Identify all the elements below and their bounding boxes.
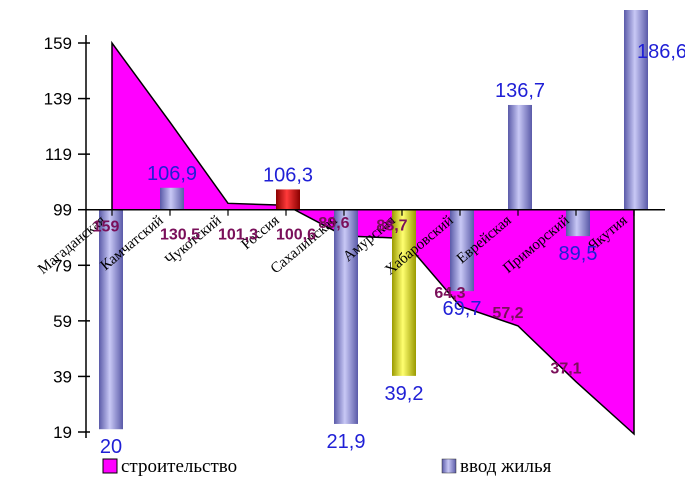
legend-label-construction: строительство <box>121 456 237 477</box>
area-value-label-9: 37,1 <box>550 361 581 378</box>
bar-10 <box>624 10 648 210</box>
area-value-label-8: 57,2 <box>492 305 523 322</box>
bar-value-label-1: 20 <box>100 436 122 458</box>
bar-value-label-2: 106,9 <box>147 163 197 185</box>
y-tick-label-8: 159 <box>44 34 72 53</box>
bar-7 <box>450 209 474 292</box>
area-value-label-1: 159 <box>93 219 120 236</box>
bar-value-label-5: 21,9 <box>327 431 366 453</box>
area-value-label-6: 88,7 <box>376 217 407 234</box>
area-value-label-7: 64,3 <box>434 285 465 302</box>
bar-value-label-10: 186,6 <box>637 41 685 63</box>
legend-label-housing: ввод жилья <box>460 456 552 477</box>
y-tick-label-4: 79 <box>53 256 72 275</box>
bar-6 <box>392 209 416 376</box>
legend-swatch-construction <box>102 458 118 474</box>
legend-swatch-housing <box>441 458 457 474</box>
bar-value-label-8: 136,7 <box>495 80 545 102</box>
y-tick-label-7: 139 <box>44 90 72 109</box>
bar-1 <box>99 209 123 430</box>
bar-4 <box>276 189 300 210</box>
bar-8 <box>508 104 532 210</box>
y-tick-label-2: 39 <box>53 367 72 386</box>
area-value-label-4: 100,6 <box>276 227 316 244</box>
y-tick-label-5: 99 <box>53 201 72 220</box>
bar-value-label-4: 106,3 <box>263 164 313 186</box>
area-value-label-5: 89,6 <box>318 215 349 232</box>
bar-2 <box>160 187 184 210</box>
area-value-label-2: 130,5 <box>160 227 200 244</box>
area-value-label-3: 101,3 <box>218 227 258 244</box>
bar-value-label-7: 69,7 <box>443 298 482 320</box>
y-tick-label-3: 59 <box>53 312 72 331</box>
y-tick-label-1: 19 <box>53 423 72 442</box>
bar-9 <box>566 209 590 237</box>
bar-value-label-6: 39,2 <box>385 383 424 405</box>
bar-5 <box>334 209 358 424</box>
bar-value-label-9: 89,5 <box>559 243 598 265</box>
y-tick-label-6: 119 <box>45 145 72 164</box>
